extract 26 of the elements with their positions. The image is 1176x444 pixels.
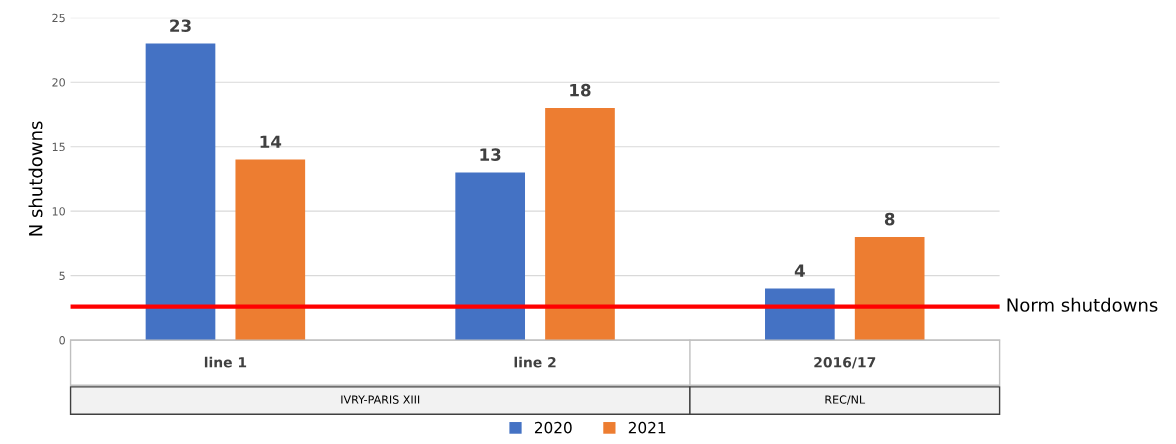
text: REC/NL: [825, 395, 866, 405]
bar: [545, 108, 615, 341]
text: IVRY-PARIS XIII: [341, 395, 420, 404]
y-tick-label: 10: [52, 207, 65, 216]
bar: [854, 236, 925, 341]
y-tick-label: 20: [52, 78, 65, 87]
data-label: 14: [260, 135, 282, 148]
legend-label: 2021: [628, 421, 666, 434]
legend-label: 2020: [534, 421, 572, 434]
bar: [235, 159, 306, 341]
ref-line-label: Norm shutdowns: [1007, 297, 1158, 312]
y-tick-label: 25: [52, 13, 65, 23]
data-label: 13: [480, 148, 501, 161]
x-tick-label: line 2: [514, 356, 556, 368]
data-label: 8: [884, 212, 895, 226]
data-label: 23: [170, 19, 191, 32]
y-tick-label: 15: [52, 142, 65, 152]
data-label: 4: [794, 264, 805, 277]
y-tick-label: 0: [59, 336, 65, 345]
x-tick-label: 2016/17: [814, 357, 876, 369]
x-tick-label: line 1: [204, 356, 247, 368]
y-axis-title: N shutdowns: [28, 121, 43, 236]
data-label: 18: [570, 83, 591, 97]
bar: [455, 172, 526, 341]
y-tick-label: 5: [59, 271, 65, 281]
bar: [145, 43, 216, 341]
